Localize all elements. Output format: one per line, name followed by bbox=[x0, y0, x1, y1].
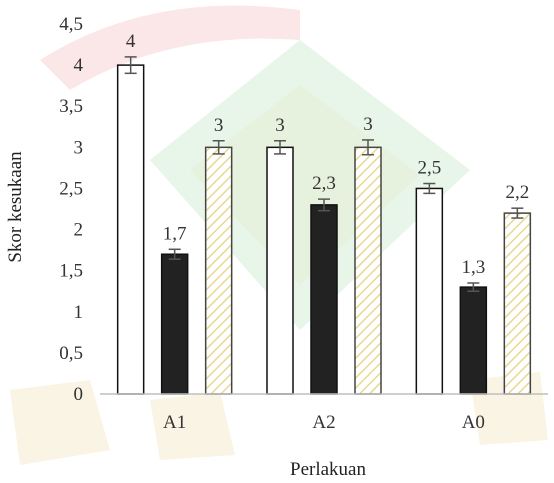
bar bbox=[354, 146, 382, 395]
bar bbox=[266, 146, 294, 395]
y-tick-label: 2 bbox=[74, 220, 84, 241]
y-tick-label: 1,5 bbox=[59, 261, 83, 282]
data-label: 1,7 bbox=[163, 223, 187, 244]
y-tick-label: 1 bbox=[74, 302, 84, 323]
error-bar bbox=[274, 140, 286, 155]
bar bbox=[310, 204, 338, 395]
data-label: 3 bbox=[214, 115, 224, 136]
error-bar bbox=[362, 139, 374, 156]
bar bbox=[415, 187, 444, 395]
data-label: 2,5 bbox=[417, 158, 441, 179]
x-axis-ticks: A1 A2 A0 bbox=[163, 412, 485, 433]
bar bbox=[459, 286, 488, 395]
x-axis-title: Perlakuan bbox=[290, 459, 366, 480]
error-bar bbox=[124, 56, 137, 75]
data-label: 1,3 bbox=[461, 257, 485, 278]
y-tick-label: 4,5 bbox=[59, 14, 83, 35]
error-bar bbox=[318, 198, 330, 212]
bar bbox=[503, 212, 532, 395]
bars bbox=[116, 64, 532, 395]
y-axis-title: Skor kesukaan bbox=[5, 151, 26, 263]
y-tick-label: 0 bbox=[74, 384, 84, 405]
y-tick-label: 2,5 bbox=[59, 178, 83, 199]
data-labels: 4 1,7 3 3 2,3 3 2,5 1,3 2,2 bbox=[126, 31, 529, 278]
y-tick-label: 0,5 bbox=[59, 343, 83, 364]
bar bbox=[160, 253, 189, 395]
data-label: 4 bbox=[126, 31, 136, 52]
bar bbox=[116, 64, 145, 395]
data-label: 3 bbox=[363, 114, 373, 135]
data-label: 2,3 bbox=[312, 173, 336, 194]
data-label: 2,2 bbox=[505, 182, 529, 203]
y-tick-label: 3 bbox=[74, 137, 84, 158]
data-label: 3 bbox=[275, 115, 285, 136]
error-bar bbox=[423, 182, 436, 195]
x-tick-label: A1 bbox=[163, 412, 186, 433]
error-bar bbox=[168, 248, 181, 260]
y-tick-label: 4 bbox=[74, 55, 84, 76]
x-tick-label: A2 bbox=[312, 412, 335, 433]
error-bars bbox=[124, 56, 524, 292]
x-tick-label: A0 bbox=[462, 412, 485, 433]
error-bar bbox=[467, 282, 480, 292]
y-tick-label: 3,5 bbox=[59, 96, 83, 117]
error-bar bbox=[212, 140, 225, 155]
bar bbox=[204, 146, 233, 395]
error-bar bbox=[511, 207, 524, 219]
y-axis-ticks: 0 0,5 1 1,5 2 2,5 3 3,5 4 4,5 bbox=[59, 14, 83, 405]
